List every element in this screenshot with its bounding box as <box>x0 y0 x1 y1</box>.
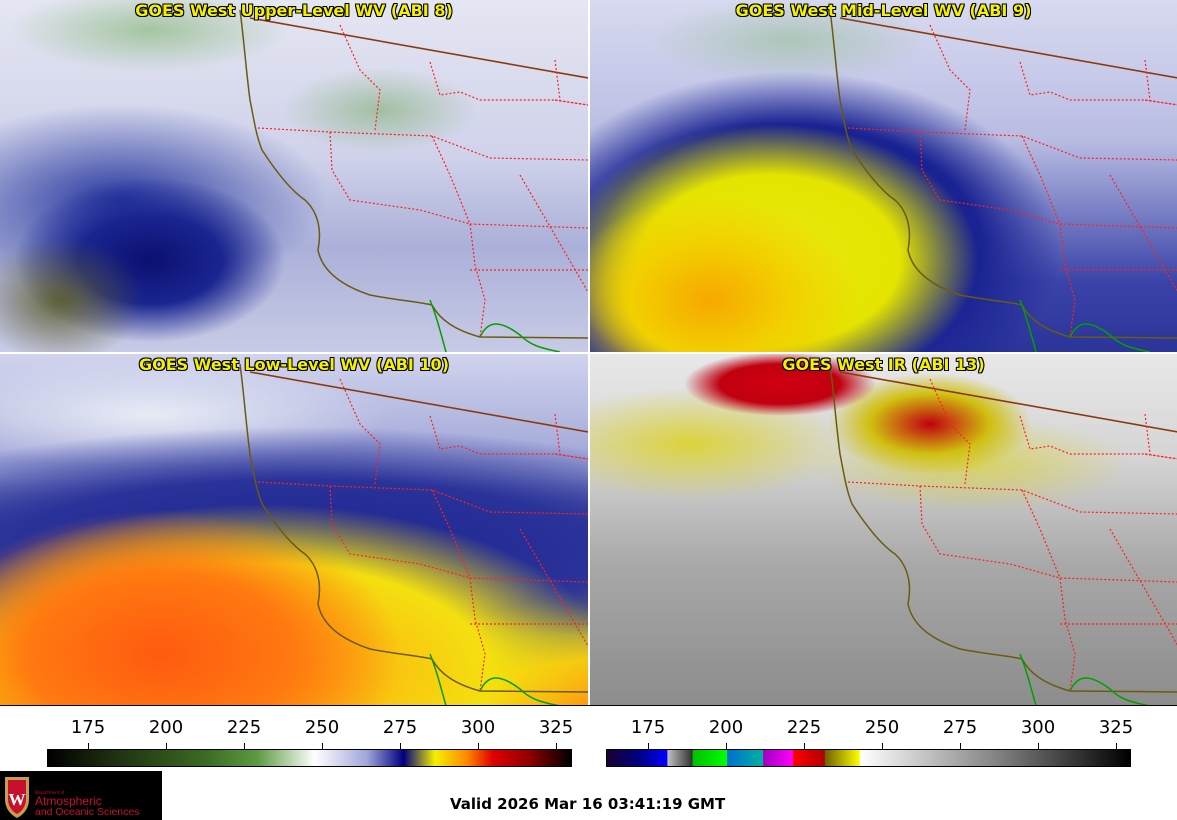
colorbar-tick-label: 300 <box>460 717 496 738</box>
satellite-image <box>590 0 1177 352</box>
colorbar-tick <box>648 743 649 749</box>
colorbar-tick-label: 250 <box>864 717 900 738</box>
logo-line2: and Oceanic Sciences <box>35 806 140 818</box>
divider <box>0 705 1177 706</box>
colorbar-tick <box>726 743 727 749</box>
satellite-image <box>0 0 588 352</box>
colorbar-tick-label: 200 <box>708 717 744 738</box>
colorbar-tick <box>478 743 479 749</box>
colorbar-tick <box>400 743 401 749</box>
map-borders-overlay <box>239 9 588 352</box>
panel-upper-level-wv: GOES West Upper-Level WV (ABI 8) <box>0 0 588 352</box>
logo-dept-text: Department of <box>35 790 65 795</box>
colorbar-tick-label: 275 <box>942 717 978 738</box>
colorbar-tick <box>556 743 557 749</box>
colorbar-tick <box>88 743 89 749</box>
colorbar-tick <box>804 743 805 749</box>
colorbar-tick-label: 225 <box>226 717 262 738</box>
colorbar-tick <box>166 743 167 749</box>
svg-text:W: W <box>9 790 26 809</box>
colorbar-tick <box>322 743 323 749</box>
colorbar-tick-label: 175 <box>70 717 106 738</box>
colorbar-water-vapor <box>47 749 572 767</box>
logo-line1: Atmospheric <box>35 794 102 808</box>
colorbar-tick-label: 325 <box>538 717 574 738</box>
colorbar-tick-label: 325 <box>1098 717 1134 738</box>
panel-title: GOES West Upper-Level WV (ABI 8) <box>135 1 453 20</box>
map-borders-overlay <box>829 9 1177 352</box>
colorbar-tick-label: 250 <box>304 717 340 738</box>
colorbar-tick <box>882 743 883 749</box>
satellite-image <box>590 354 1177 706</box>
panel-ir: GOES West IR (ABI 13) <box>590 354 1177 706</box>
map-borders-overlay <box>239 363 588 706</box>
satellite-image <box>0 354 588 706</box>
panel-mid-level-wv: GOES West Mid-Level WV (ABI 9) <box>590 0 1177 352</box>
colorbar-tick-label: 300 <box>1020 717 1056 738</box>
colorbar-tick-label: 275 <box>382 717 418 738</box>
valid-time: Valid 2026 Mar 16 03:41:19 GMT <box>450 795 726 813</box>
university-crest-icon: W <box>5 777 29 818</box>
map-borders-overlay <box>829 363 1177 706</box>
colorbar-tick <box>1038 743 1039 749</box>
panel-low-level-wv: GOES West Low-Level WV (ABI 10) <box>0 354 588 706</box>
colorbar-tick <box>244 743 245 749</box>
panel-title: GOES West IR (ABI 13) <box>782 355 985 374</box>
colorbar-tick-label: 175 <box>630 717 666 738</box>
panel-title: GOES West Low-Level WV (ABI 10) <box>138 355 449 374</box>
panel-title: GOES West Mid-Level WV (ABI 9) <box>735 1 1032 20</box>
colorbar-tick <box>1116 743 1117 749</box>
colorbar-tick <box>960 743 961 749</box>
colorbar-tick-label: 225 <box>786 717 822 738</box>
aos-logo: W Department of Atmospheric and Oceanic … <box>0 771 162 820</box>
colorbar-tick-label: 200 <box>148 717 184 738</box>
colorbar-infrared <box>606 749 1131 767</box>
